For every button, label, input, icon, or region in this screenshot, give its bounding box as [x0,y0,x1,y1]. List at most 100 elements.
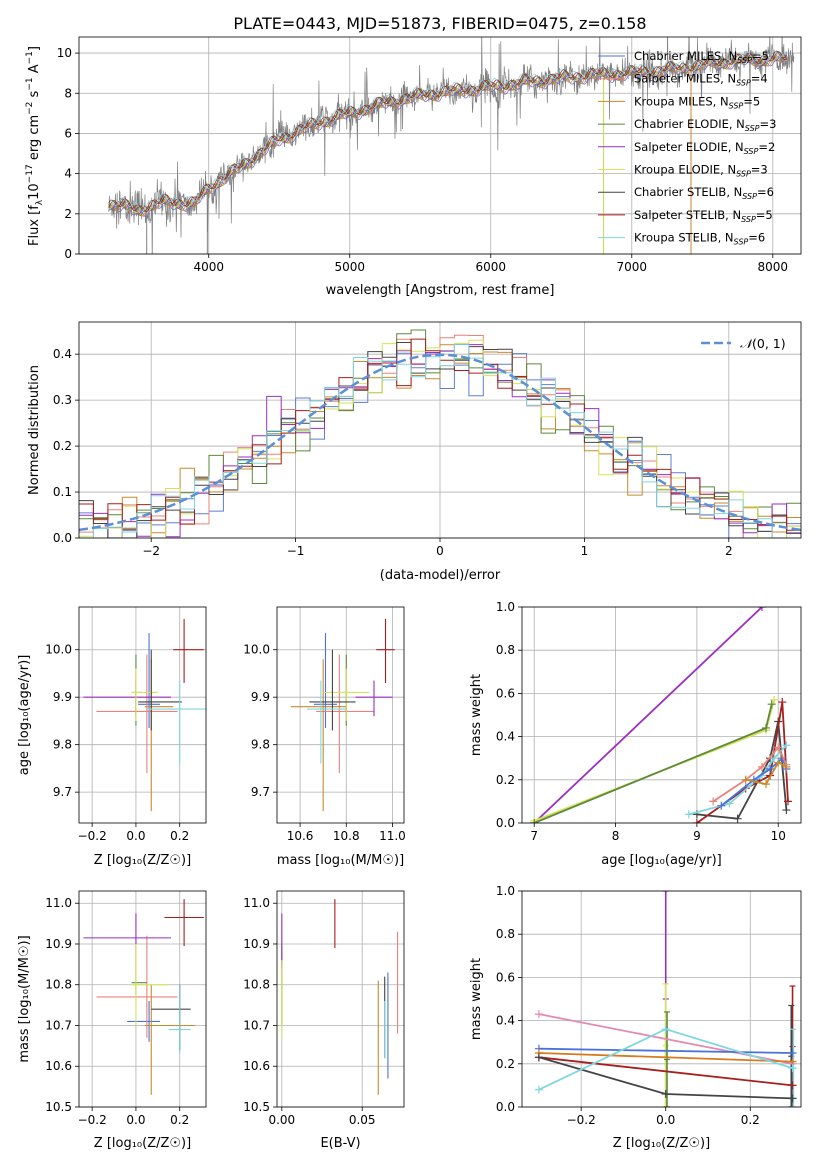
y-tick-label: 0.6 [496,686,515,700]
ticks: −2 −1 0 1 2 0.0 0.1 0.2 0.3 0.4 [53,347,733,558]
weight-point-marker [774,758,783,767]
weight-point-marker [661,1025,670,1034]
legend-nssp: =5 [752,49,769,63]
y-axis-label-part: erg cm [27,115,42,164]
weight-point-marker [788,1049,797,1057]
legend-name: Salpeter MILES, N [634,72,736,86]
weight-point-marker [774,743,783,752]
legend-sub: SSP [745,124,760,133]
weight-series-line [538,1047,793,1054]
legend-entry: Kroupa MILES, NSSP=5 [634,94,760,110]
y-tick-label: 11.0 [45,896,72,910]
legend-name: Chabrier MILES, N [634,49,737,63]
y-tick-label: 10.6 [243,1059,270,1073]
weight-series-line [745,761,787,786]
x-tick-label: 10.6 [287,829,314,843]
legend-name: Kroupa STELIB, N [634,231,734,245]
weight-point-marker [534,1085,543,1094]
gridlines [522,890,801,1108]
x-tick-label: 7 [530,829,538,843]
y-tick-label: 10.9 [45,937,72,951]
x-tick-label: 8 [612,829,620,843]
legend-nssp: =3 [760,117,777,131]
y-tick-label: 2 [64,207,72,221]
x-tick-label: 10 [771,829,786,843]
model-spectrum-line [108,51,787,212]
y-tick-label: 8 [64,86,72,100]
model-spectrum-line [108,50,787,212]
residuals-panel: −2 −1 0 1 2 0.0 0.1 0.2 0.3 0.4 (data-model)/error… [27,321,802,583]
x-axis-label: Z [log₁₀(Z/Z☉)] [94,853,191,868]
y-axis-label: Normed distribution [27,365,42,495]
legend-nssp: =3 [751,163,768,177]
y-axis-label-part: 10 [27,183,42,200]
weight-point-marker [770,754,779,763]
weight-series-line [538,1056,793,1087]
y-tick-label: 11.0 [243,896,270,910]
y-tick-label: 0.0 [496,1100,515,1114]
y-axis-label: mass [log₁₀(M/M☉)] [17,935,32,1062]
gridlines [522,606,801,824]
y-axis-label-part: s [27,90,42,101]
y-tick-label: 0.0 [496,816,515,830]
legend-nssp: =5 [743,94,760,108]
plot-area [281,899,399,1095]
x-axis-label: age [log₁₀(age/yr)] [601,853,722,868]
weight-point-marker [782,762,791,771]
weight-point-marker [725,799,734,808]
x-tick-label: 2 [725,544,733,558]
x-axis-label: Z [log₁₀(Z/Z☉)] [94,1136,191,1151]
y-tick-label: 10.0 [45,643,72,657]
y-axis-label: Flux [fλ10−17 erg cm−2 s−1 A−1] [25,46,45,246]
weight-point-marker [757,762,766,771]
y-tick-label: 10.5 [45,1100,72,1114]
mass-vs-ebv-panel: 0.00 0.05 10.5 10.6 10.7 10.8 10.9 11.0 E(B-V) [243,890,405,1151]
y-axis-label-part: −1 [25,51,35,64]
legend-sub: SSP [737,56,752,65]
x-axis-label: Z [log₁₀(Z/Z☉)] [613,1136,710,1151]
x-tick-label: 0.2 [741,1113,760,1127]
x-tick-label: 0.2 [170,1113,189,1127]
y-tick-label: 10.0 [243,643,270,657]
gridlines [277,607,404,823]
weight-series-line [533,699,776,822]
legend-name: Chabrier STELIB, N [634,185,742,199]
y-axis-label-part: Flux [f [27,205,42,246]
y-axis-label-part: ] [27,46,42,51]
weight-point-marker [741,775,750,784]
model-spectrum-line [108,56,787,218]
weight-point-marker [788,1094,797,1103]
x-tick-label: 11.0 [379,829,406,843]
y-axis-label-part: −2 [25,102,35,115]
legend-nssp: =2 [758,140,775,154]
legend-entry: Salpeter MILES, NSSP=4 [634,72,768,88]
legend-args: (0, 1) [752,336,786,351]
legend-entry: Kroupa ELODIE, NSSP=3 [634,163,768,179]
x-tick-label: −1 [287,544,305,558]
ticks: 4000 5000 6000 7000 8000 0 2 4 6 8 10 [57,46,788,274]
weight-point-marker [530,819,539,823]
weight-point-marker [661,1090,670,1099]
weight-point-marker [684,810,693,819]
weight-point-marker [757,607,766,611]
y-axis-label: age [log₁₀(age/yr)] [17,655,32,776]
legend-entry: Chabrier ELODIE, NSSP=3 [634,117,776,133]
y-tick-label: 9.7 [53,785,72,799]
legend-entry: 𝒩(0, 1) [740,336,786,351]
axes-frame [78,36,802,255]
y-tick-label: 4 [64,167,72,181]
axes-frame [276,606,405,824]
ticks: −0.2 0.0 0.2 10.5 10.6 10.7 10.8 10.9 11.0 [45,896,189,1127]
y-tick-label: 9.8 [53,738,72,752]
axes-frame [276,890,405,1108]
histogram-step-line [79,338,801,531]
legend-name: Kroupa ELODIE, N [634,163,736,177]
legend-entry: Kroupa STELIB, NSSP=6 [634,231,765,247]
weight-point-marker [788,1081,797,1090]
weight-point-marker [782,741,791,750]
spectrum-panel: 4000 5000 6000 7000 8000 0 2 4 6 8 10 wavelength [A… [25,36,802,298]
y-tick-label: 9.9 [53,690,72,704]
legend-nssp: =4 [751,72,768,86]
